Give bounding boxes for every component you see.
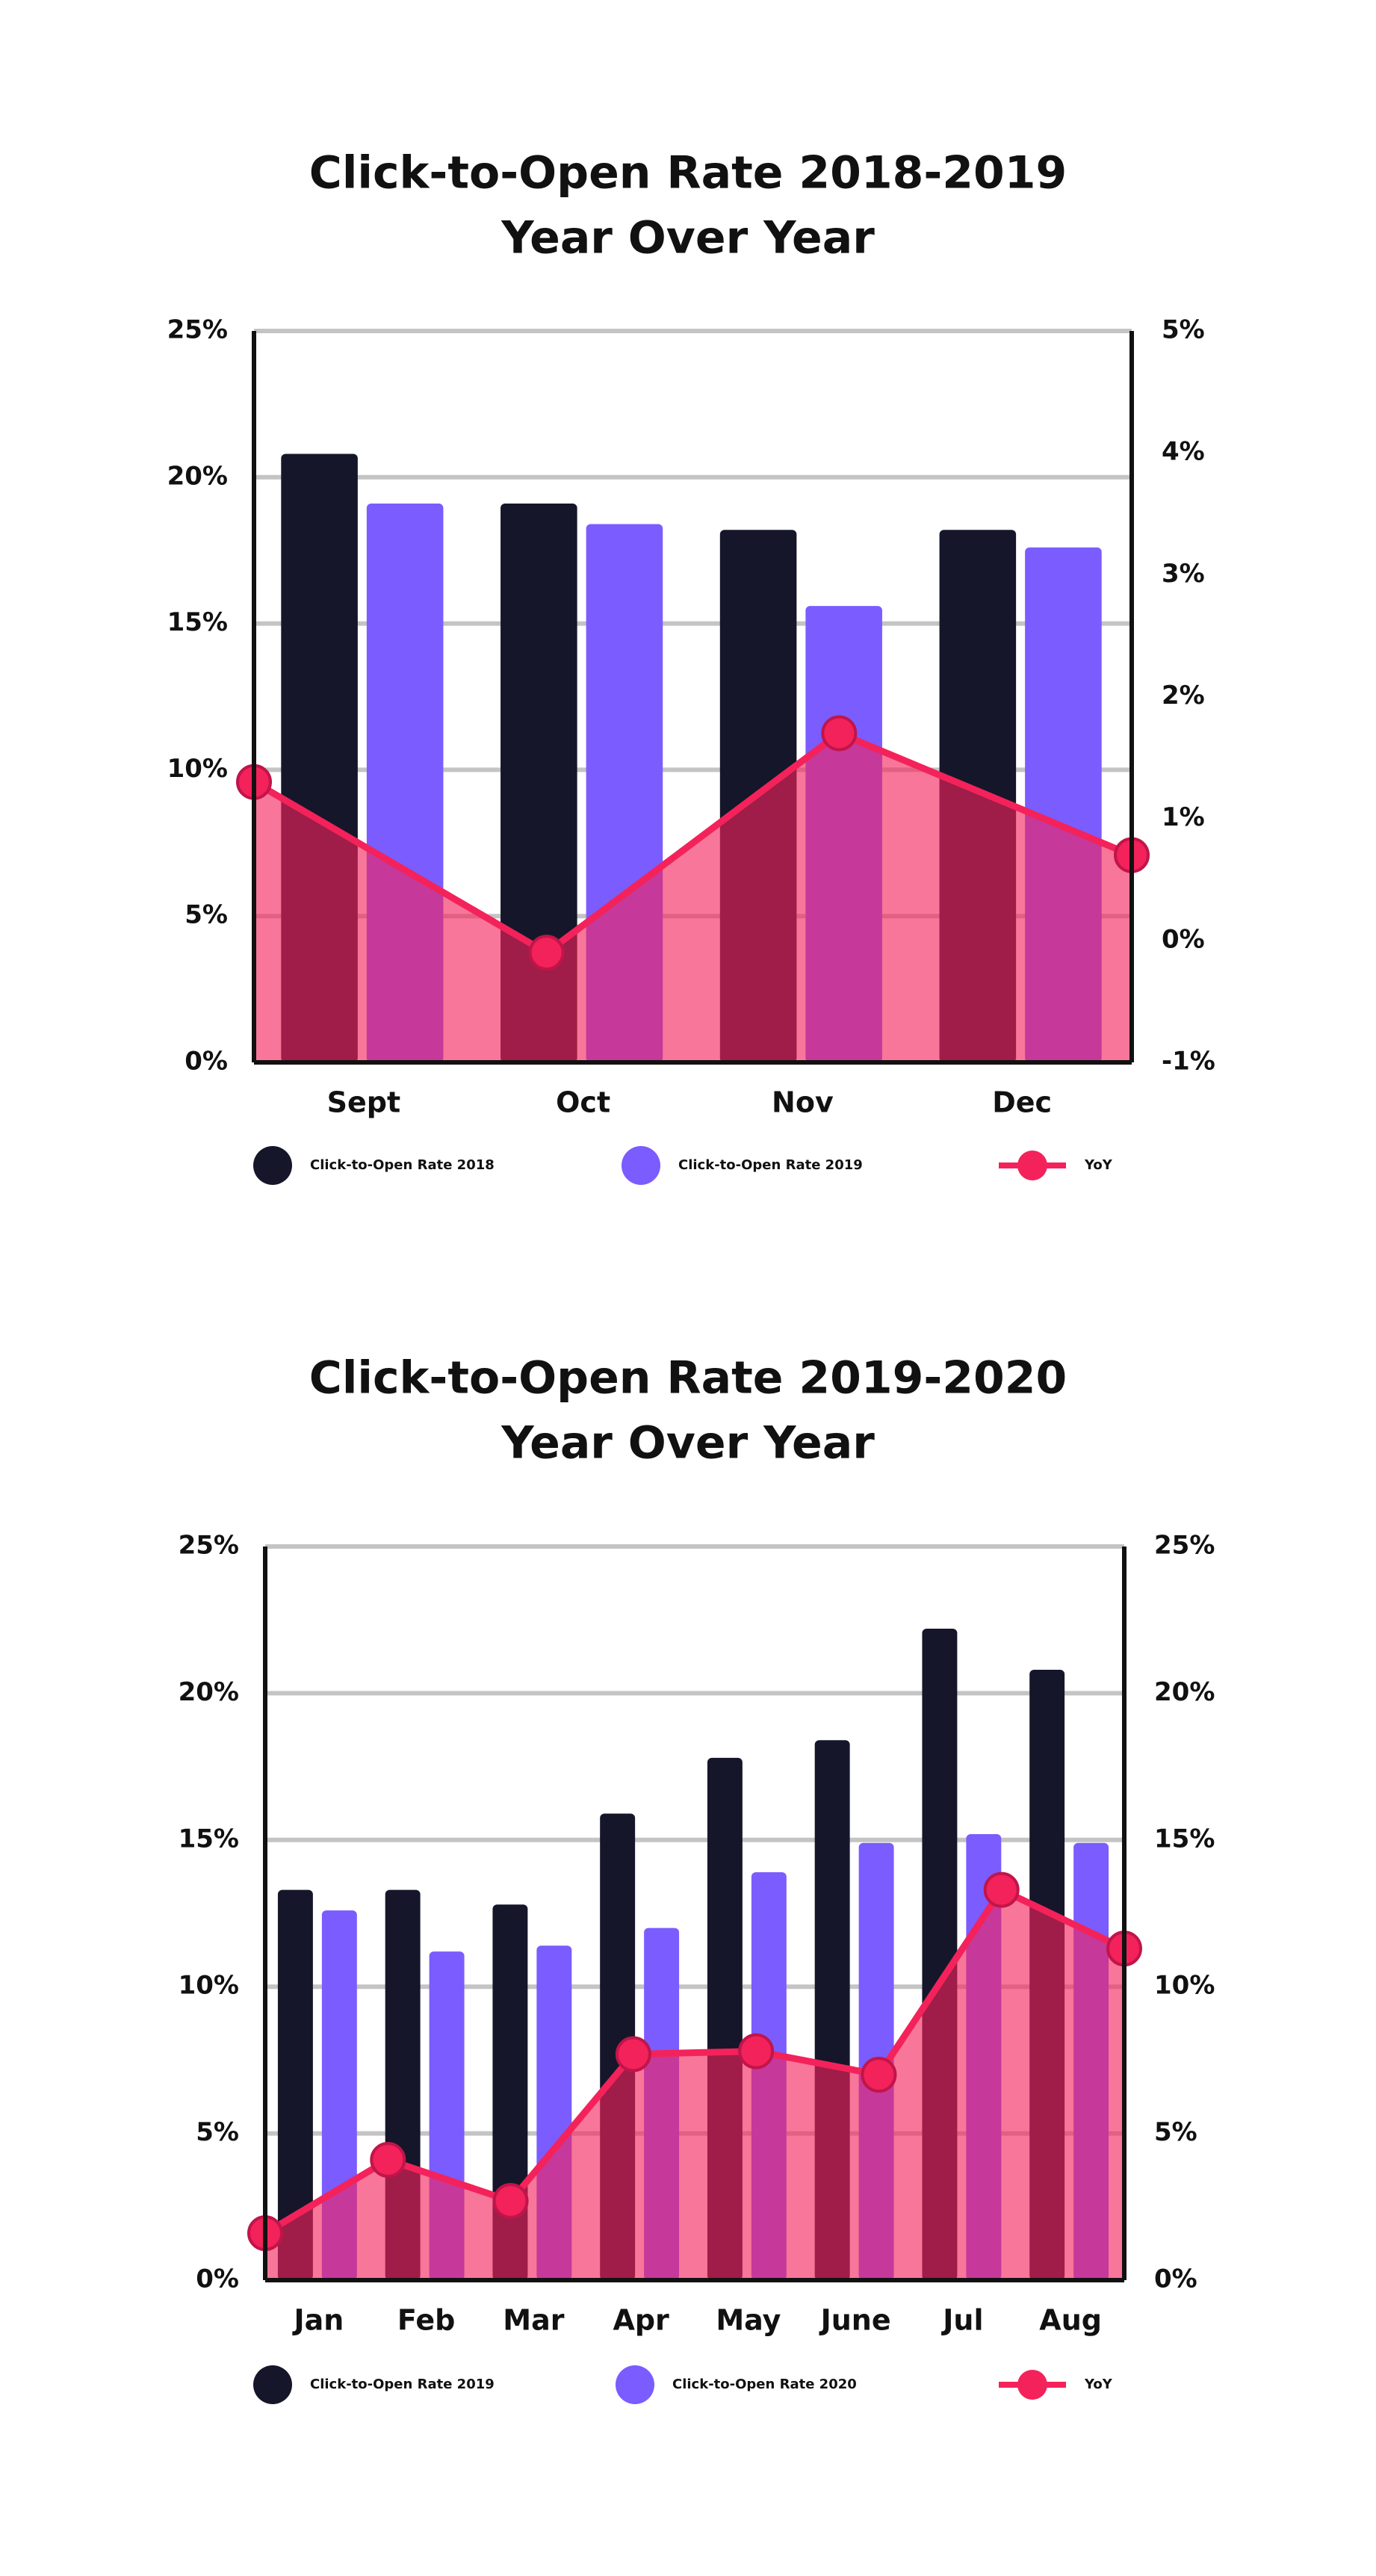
y-tick-label: 15%	[167, 607, 228, 637]
y2-tick-label: 0%	[1162, 924, 1205, 954]
legend-swatch	[253, 1146, 292, 1185]
y2-tick-label: 1%	[1162, 802, 1205, 832]
y-tick-label: 5%	[196, 2117, 239, 2147]
y2-tick-label: 10%	[1154, 1971, 1215, 2001]
chart-title-line: Click-to-Open Rate 2018-2019	[309, 147, 1067, 199]
x-tick-label: Apr	[613, 2304, 669, 2337]
y-tick-label: 0%	[196, 2264, 239, 2294]
bar-series-1	[277, 1889, 313, 2280]
y-tick-label: 0%	[185, 1047, 228, 1077]
yoy-point	[983, 1871, 1020, 1908]
yoy-point	[738, 2033, 775, 2069]
y-tick-label: 20%	[179, 1677, 239, 1707]
legend-label: Click-to-Open Rate 2019	[310, 2377, 495, 2392]
x-tick-label: Nov	[772, 1086, 834, 1119]
y-tick-label: 10%	[179, 1971, 239, 2001]
y2-tick-label: 2%	[1162, 681, 1205, 710]
x-tick-label: Jul	[940, 2304, 983, 2337]
bar-series-1	[500, 504, 577, 1062]
yoy-point	[861, 2057, 897, 2093]
x-tick-label: Dec	[992, 1086, 1052, 1119]
legend-label: YoY	[1084, 2377, 1113, 2392]
chart-title-line: Year Over Year	[500, 1417, 875, 1470]
yoy-point	[492, 2182, 529, 2219]
legend-label: Click-to-Open Rate 2020	[672, 2377, 857, 2392]
yoy-area	[254, 733, 1132, 1062]
y-tick-label: 15%	[179, 1824, 239, 1854]
yoy-area	[265, 1889, 1124, 2280]
y-tick-label: 10%	[167, 754, 228, 784]
y2-tick-label: 5%	[1154, 2117, 1197, 2147]
y-tick-label: 20%	[167, 461, 228, 491]
y-tick-label: 25%	[179, 1531, 239, 1561]
y2-tick-label: 25%	[1154, 1531, 1215, 1561]
y2-tick-label: 20%	[1154, 1677, 1215, 1707]
yoy-point	[528, 935, 565, 971]
legend-swatch	[1017, 2370, 1047, 2400]
x-tick-label: Mar	[503, 2304, 564, 2337]
y2-tick-label: 3%	[1162, 559, 1205, 589]
legend-swatch	[253, 2365, 292, 2404]
x-tick-label: May	[716, 2304, 781, 2337]
x-tick-label: Aug	[1039, 2304, 1102, 2337]
x-tick-label: Oct	[556, 1086, 610, 1119]
chart-title-line: Click-to-Open Rate 2019-2020	[309, 1352, 1067, 1405]
y2-tick-label: 0%	[1154, 2264, 1197, 2294]
legend-label: Click-to-Open Rate 2018	[310, 1157, 495, 1173]
chart-2: Click-to-Open Rate 2019-2020 Year Over Ye…	[179, 1352, 1215, 2404]
x-tick-label: Jan	[291, 2304, 344, 2337]
x-tick-label: June	[819, 2304, 891, 2337]
y2-tick-label: 5%	[1162, 315, 1205, 345]
legend-swatch	[616, 2365, 654, 2404]
y-tick-label: 25%	[167, 315, 228, 345]
x-tick-label: Feb	[397, 2304, 455, 2337]
chart-title-line: Year Over Year	[500, 212, 875, 264]
y2-tick-label: 15%	[1154, 1824, 1215, 1854]
legend-label: Click-to-Open Rate 2019	[678, 1157, 863, 1173]
y2-tick-label: -1%	[1162, 1047, 1215, 1077]
legend-label: YoY	[1084, 1157, 1113, 1173]
legend-swatch	[1017, 1151, 1047, 1180]
x-tick-label: Sept	[327, 1086, 401, 1119]
yoy-line	[252, 729, 1133, 956]
yoy-point	[821, 715, 858, 752]
yoy-point	[370, 2141, 406, 2178]
y2-tick-label: 4%	[1162, 437, 1205, 467]
chart-1: Click-to-Open Rate 2018-2019 Year Over Ye…	[167, 147, 1215, 1185]
y-tick-label: 5%	[185, 900, 228, 930]
yoy-point	[615, 2036, 651, 2072]
legend-swatch	[622, 1146, 660, 1185]
yoy-line	[263, 1886, 1126, 2237]
